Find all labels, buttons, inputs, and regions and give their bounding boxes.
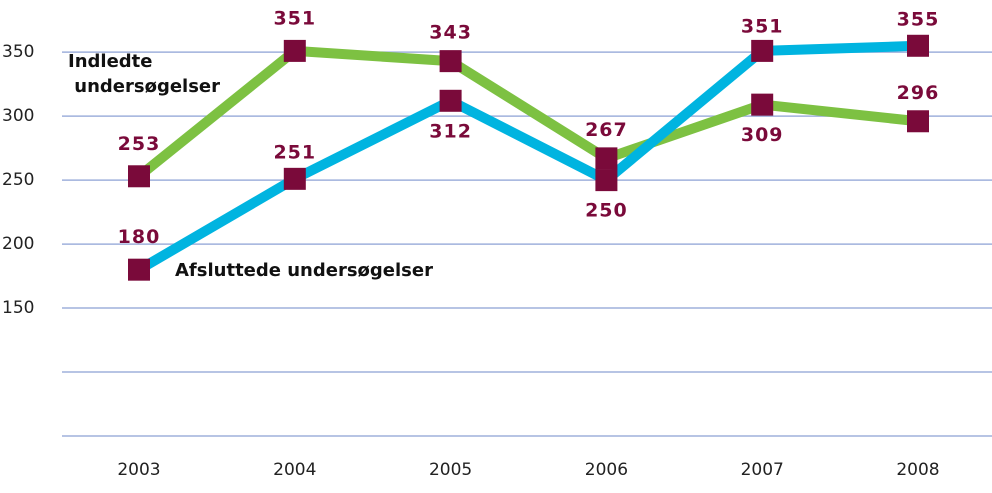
marker (595, 169, 618, 192)
marker (283, 39, 306, 62)
y-tick-label: 300 (2, 106, 34, 126)
value-label: 343 (429, 22, 472, 44)
x-tick-label: 2007 (741, 460, 784, 480)
marker (907, 110, 929, 133)
marker (283, 167, 306, 190)
value-label: 355 (897, 8, 940, 30)
marker (907, 34, 929, 57)
x-tick-label: 2003 (117, 460, 160, 480)
y-tick-label: 200 (2, 234, 34, 254)
value-label: 351 (273, 7, 316, 29)
marker (751, 93, 774, 116)
marker (128, 165, 150, 188)
series-label: Afsluttede undersøgelser (175, 260, 433, 281)
marker (751, 39, 774, 62)
series-label: Indledte undersøgelser (68, 51, 220, 97)
y-tick-label: 250 (2, 170, 34, 190)
y-tick-label: 350 (2, 42, 34, 62)
marker (595, 147, 618, 170)
x-tick-label: 2004 (273, 460, 316, 480)
marker (439, 89, 462, 112)
y-tick-label: 150 (2, 298, 34, 318)
marker (439, 50, 462, 73)
value-label: 309 (741, 124, 784, 146)
value-label: 312 (429, 120, 472, 142)
x-tick-label: 2006 (585, 460, 628, 480)
value-label: 253 (118, 133, 161, 155)
value-label: 351 (741, 15, 784, 37)
x-tick-label: 2005 (429, 460, 472, 480)
value-label: 251 (273, 141, 316, 163)
value-label: 267 (585, 119, 628, 141)
series-line (136, 40, 919, 274)
marker (128, 258, 150, 281)
value-label: 296 (897, 82, 940, 104)
x-tick-label: 2008 (896, 460, 939, 480)
value-label: 180 (118, 226, 161, 248)
value-label: 250 (585, 200, 628, 222)
series-line (135, 45, 919, 181)
